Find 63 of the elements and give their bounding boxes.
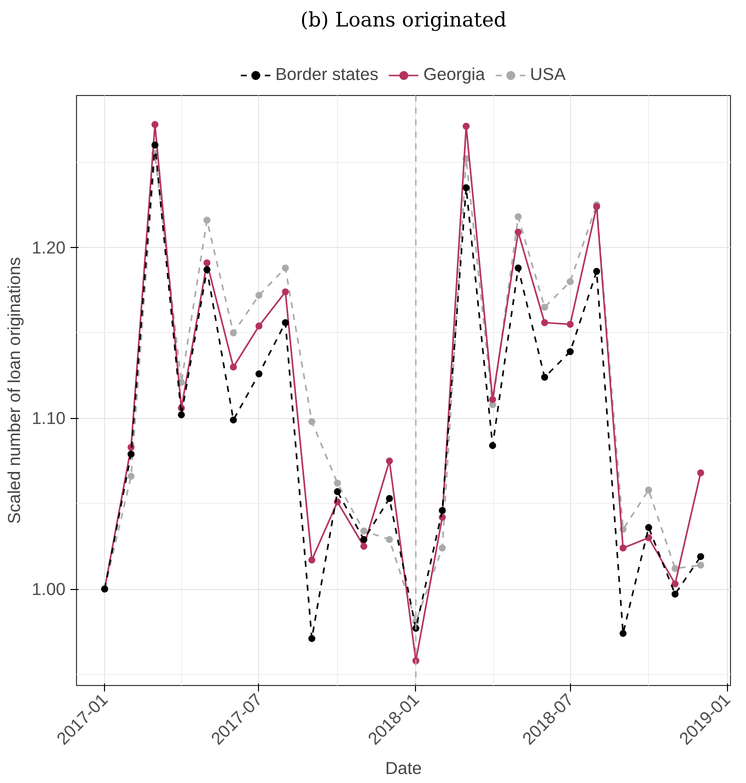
point [489,396,496,403]
point [255,292,262,299]
point [386,457,393,464]
point [360,542,368,550]
point [645,524,652,532]
point [672,565,679,572]
point [566,348,574,356]
point [255,370,262,378]
x-axis-title: Date [385,758,422,778]
point [645,486,652,494]
point [203,266,210,274]
point [308,635,316,642]
point [282,288,289,296]
point [514,213,522,220]
point [566,278,574,286]
point [128,472,135,480]
point [128,450,135,458]
point [672,580,679,588]
point [230,329,237,336]
chart-title: (b) Loans originated [300,8,507,32]
point [282,319,289,326]
point [151,121,158,128]
point [308,556,316,564]
point [151,142,158,149]
point [697,562,704,569]
y-tick-label: 1.10 [32,408,66,428]
point [541,374,548,381]
point [230,364,237,371]
y-tick-label: 1.00 [32,579,66,600]
point [282,264,289,272]
point [514,228,522,236]
point [255,322,262,330]
point [462,122,470,130]
point [514,264,522,272]
point [672,590,679,598]
point [566,320,574,328]
legend-label: Georgia [423,64,486,85]
point [386,495,393,502]
point [438,544,446,552]
point [438,506,446,514]
point [697,553,704,560]
point [541,319,548,326]
point [334,488,341,496]
point [230,416,237,424]
point [386,536,393,543]
y-tick-label: 1.20 [32,237,66,258]
y-axis-title: Scaled number of loan originations [4,256,24,524]
legend-label: USA [530,64,566,85]
point [593,268,600,275]
point [178,411,185,418]
point [620,544,627,552]
point [360,527,368,534]
point [308,418,316,426]
point [203,216,210,224]
point [360,536,368,543]
point [541,304,548,311]
legend-label: Border states [275,64,378,85]
point [620,630,627,637]
point [203,259,210,266]
point [489,442,496,450]
point [462,184,470,192]
point [697,469,704,476]
point [334,480,341,487]
